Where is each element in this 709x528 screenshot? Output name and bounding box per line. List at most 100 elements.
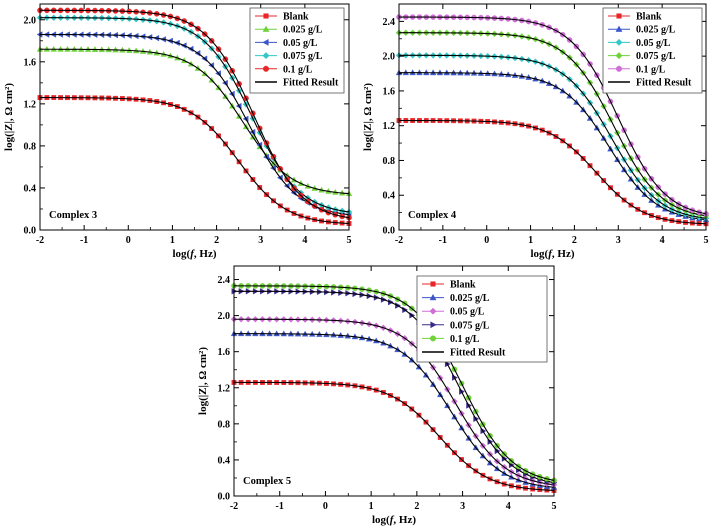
fitted-curve xyxy=(39,17,350,213)
legend-label: Fitted Result xyxy=(283,78,339,89)
x-tick-label: -2 xyxy=(395,235,403,246)
legend-label: Fitted Result xyxy=(636,78,692,89)
legend-marker xyxy=(262,38,269,46)
legend-label: 0.075 g/L xyxy=(283,51,323,62)
y-tick-label: 1.2 xyxy=(24,99,37,110)
fitted-curve xyxy=(399,54,707,219)
fitted-curve xyxy=(40,48,350,195)
y-tick-label: 0.0 xyxy=(383,226,396,237)
x-tick-label: 0 xyxy=(484,235,489,246)
x-tick-label: 5 xyxy=(552,501,557,512)
legend-label: 0.1 g/L xyxy=(636,64,666,75)
y-tick-label: 2.0 xyxy=(383,52,396,63)
legend: Blank 0.025 g/L 0.05 g/L 0.075 g/L 0.1 g/L Fi… xyxy=(249,7,345,94)
legend-marker xyxy=(616,65,623,72)
series-0-1-g-l xyxy=(37,7,352,221)
y-tick-label: 1.2 xyxy=(383,121,396,132)
x-tick-label: 3 xyxy=(258,235,263,246)
legend-marker xyxy=(616,13,622,19)
x-tick-label: -2 xyxy=(36,235,44,246)
legend-label: Blank xyxy=(450,280,476,291)
x-tick-label: 2 xyxy=(572,235,577,246)
chart-panel-1: -2 -1 0 1 2 3 4 5 0.0 0.4 0.8 1.2 1.6 2.0 log(f, Hz) lo… xyxy=(3,3,353,260)
fitted-curve xyxy=(39,97,350,225)
series-0-075-g-l xyxy=(36,14,353,216)
x-tick-label: 4 xyxy=(506,501,511,512)
x-tick-label: 0 xyxy=(323,501,328,512)
y-tick-label: 1.6 xyxy=(383,86,396,97)
legend-box xyxy=(602,7,703,94)
y-tick-label: 0.8 xyxy=(383,156,396,167)
legend-label: 0.05 g/L xyxy=(450,307,485,318)
y-tick-label: 1.6 xyxy=(218,347,231,358)
chart-panel-2: -2 -1 0 1 2 3 4 5 0.0 0.4 0.8 1.2 1.6 2.0 2.4 log(f, Hz… xyxy=(362,3,709,260)
x-tick-label: 5 xyxy=(347,235,352,246)
legend-label: 0.025 g/L xyxy=(283,25,323,36)
series-blank xyxy=(396,118,709,227)
x-tick-label: 0 xyxy=(126,235,131,246)
x-tick-label: 4 xyxy=(302,235,307,246)
y-tick-label: 1.6 xyxy=(24,57,37,68)
legend: Blank 0.025 g/L 0.05 g/L 0.075 g/L 0.1 g/L Fi… xyxy=(602,7,703,94)
fitted-curve xyxy=(234,318,555,486)
x-tick-label: -1 xyxy=(439,235,447,246)
series-0-025-g-l xyxy=(230,330,558,490)
legend-label: 0.025 g/L xyxy=(636,25,676,36)
fitted-curve xyxy=(39,9,350,219)
legend-label: Blank xyxy=(636,12,662,23)
y-tick-label: 2.0 xyxy=(218,311,231,322)
series-blank xyxy=(37,95,352,226)
panel-label: Complex 4 xyxy=(408,210,457,221)
y-axis-label: log(|Z|, Ω cm²) xyxy=(197,347,209,415)
x-tick-label: -2 xyxy=(230,501,238,512)
x-tick-label: 1 xyxy=(369,501,374,512)
fitted-curve xyxy=(234,333,555,488)
chart-panel-3: -2 -1 0 1 2 3 4 5 0.0 0.4 0.8 1.2 1.6 2.0 2.4 log(f, Hz… xyxy=(197,265,558,526)
legend-marker xyxy=(615,25,623,32)
y-tick-label: 0.4 xyxy=(218,455,231,466)
legend-label: 0.1 g/L xyxy=(283,64,313,75)
fitted-curve xyxy=(399,32,707,217)
x-tick-label: 1 xyxy=(528,235,533,246)
legend-marker xyxy=(263,65,270,72)
x-tick-label: 2 xyxy=(414,501,419,512)
legend-marker xyxy=(615,52,623,60)
x-tick-label: 1 xyxy=(170,235,175,246)
fitted-curve xyxy=(399,16,707,215)
x-tick-label: 2 xyxy=(214,235,219,246)
legend-label: Blank xyxy=(283,12,309,23)
legend-label: 0.05 g/L xyxy=(636,38,671,49)
legend-marker xyxy=(429,293,437,301)
x-axis-label: log(f, Hz) xyxy=(372,514,416,526)
fitted-curve xyxy=(399,119,707,225)
legend-box xyxy=(249,7,345,94)
x-tick-label: 4 xyxy=(660,235,665,246)
y-tick-label: 0.0 xyxy=(24,226,37,237)
x-tick-label: 3 xyxy=(460,501,465,512)
legend-label: 0.025 g/L xyxy=(450,293,490,304)
y-tick-label: 0.8 xyxy=(24,141,37,152)
y-tick-label: 2.4 xyxy=(383,17,396,28)
x-tick-label: 3 xyxy=(616,235,621,246)
legend-label: 0.075 g/L xyxy=(636,51,676,62)
y-axis-label: log(|Z|, Ω cm²) xyxy=(362,83,374,151)
panel-label: Complex 3 xyxy=(49,210,97,221)
y-tick-label: 0.4 xyxy=(383,191,396,202)
legend-marker xyxy=(430,281,436,287)
y-tick-label: 2.0 xyxy=(24,15,37,26)
legend-marker xyxy=(430,321,437,329)
y-tick-label: 1.2 xyxy=(218,383,231,394)
x-tick-label: -1 xyxy=(276,501,284,512)
legend: Blank 0.025 g/L 0.05 g/L 0.075 g/L 0.1 g/L Fi… xyxy=(416,275,548,363)
y-axis-label: log(|Z|, Ω cm²) xyxy=(3,83,15,151)
legend-marker xyxy=(262,25,270,32)
legend-label: 0.075 g/L xyxy=(450,320,490,331)
fitted-curve xyxy=(40,33,350,216)
x-axis-label: log(f, Hz) xyxy=(172,248,216,260)
legend-marker xyxy=(262,52,270,60)
fitted-curve xyxy=(234,381,555,491)
legend-label: 0.1 g/L xyxy=(450,334,480,345)
x-tick-label: 5 xyxy=(704,235,709,246)
y-tick-label: 0.8 xyxy=(218,419,231,430)
